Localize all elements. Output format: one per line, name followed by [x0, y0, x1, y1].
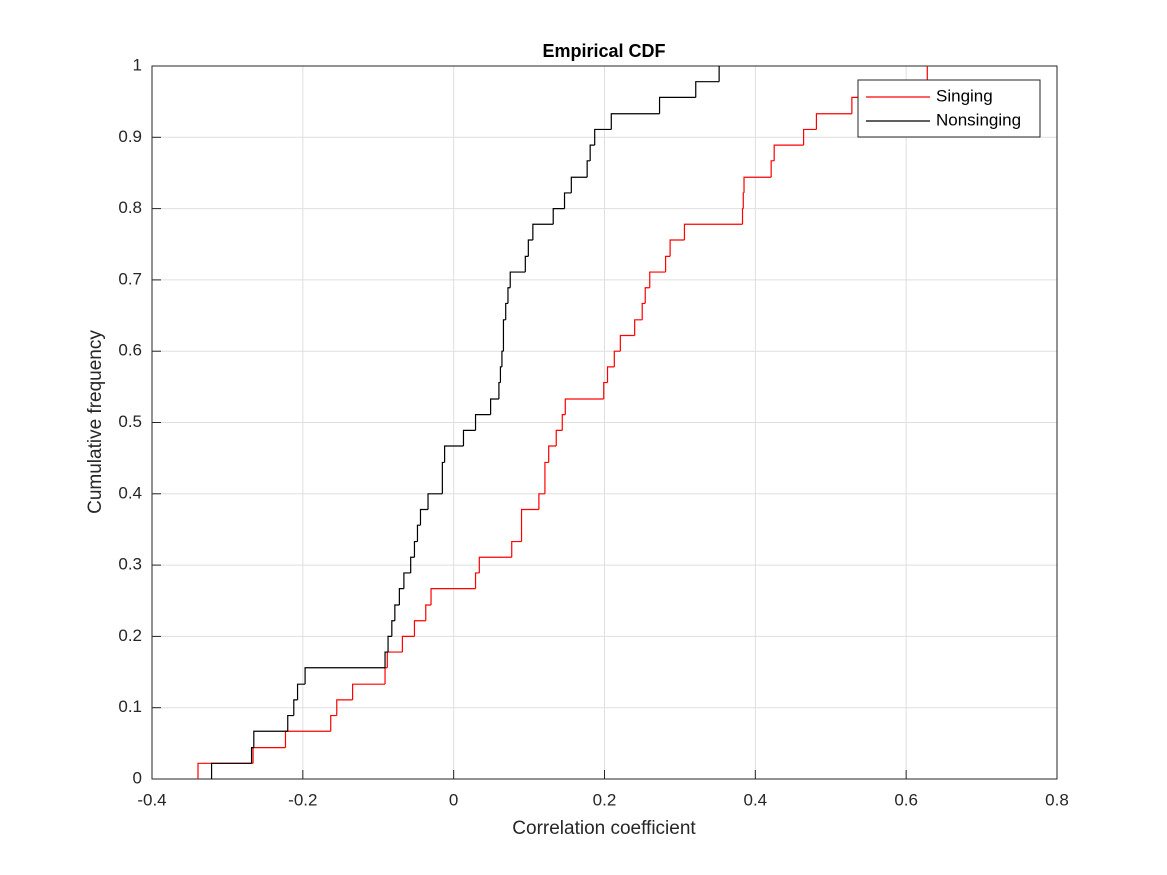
ecdf-step [410, 556, 415, 573]
ecdf-step [634, 319, 643, 336]
axes-box [151, 65, 1058, 780]
ecdf-step [490, 398, 499, 415]
ecdf-step [401, 635, 415, 653]
ecdf-step [563, 192, 572, 209]
ecdf-step [210, 762, 252, 779]
ecdf-step [594, 128, 612, 146]
ecdf-step [293, 699, 298, 716]
ecdf-step [532, 223, 554, 240]
y-tick-label: 0.8 [118, 198, 142, 217]
ecdf-step [419, 508, 429, 526]
ecdf-step [425, 604, 432, 621]
ecdf-step [695, 81, 720, 98]
x-tick-label: 0.2 [593, 790, 617, 809]
ecdf-step [296, 683, 306, 700]
y-tick-label: 0.5 [118, 412, 142, 431]
ecdf-step [544, 461, 549, 494]
ecdf-step [555, 429, 563, 447]
ecdf-step [416, 524, 421, 542]
ecdf-step [387, 635, 392, 653]
x-tick-label: -0.2 [288, 790, 317, 809]
ecdf-step [304, 667, 386, 685]
ecdf-step [253, 730, 288, 748]
y-tick-label: 0.2 [118, 626, 142, 645]
x-tick-label: 0.6 [894, 790, 918, 809]
ecdf-step [413, 540, 418, 558]
ecdf-step [773, 144, 804, 161]
ecdf-step [505, 302, 508, 320]
ecdf-step [606, 366, 615, 383]
y-tick-label: 0.6 [118, 341, 142, 360]
ecdf-step [430, 588, 476, 606]
y-tick-label: 1 [133, 55, 142, 74]
ecdf-step [384, 651, 389, 668]
ecdf-step [398, 588, 404, 606]
ecdf-step [507, 287, 511, 304]
y-tick-label: 0.9 [118, 127, 142, 146]
ecdf-step [770, 160, 775, 178]
ecdf-step [511, 540, 522, 558]
legend-box [857, 79, 1041, 138]
ecdf-step [520, 508, 539, 542]
ecdf-step [444, 445, 464, 463]
ecdf-step [474, 414, 491, 431]
ecdf-step [803, 128, 817, 146]
ecdf-step [538, 493, 545, 510]
ecdf-step [352, 683, 386, 700]
legend-label: Nonsinging [936, 110, 1021, 129]
ecdf-step [287, 714, 294, 732]
x-tick-label: 0.8 [1045, 790, 1069, 809]
legend-label: Singing [936, 86, 993, 105]
ecdf-step [851, 96, 861, 114]
y-tick-label: 0 [133, 768, 142, 787]
ecdf-step [391, 620, 395, 637]
ecdf-step [527, 239, 533, 257]
x-tick-label: -0.4 [137, 790, 166, 809]
ecdf-step [250, 747, 254, 764]
ecdf-step [658, 96, 696, 114]
ecdf-step [441, 461, 445, 494]
ecdf-step [815, 113, 852, 130]
x-axis-label: Correlation coefficient [512, 818, 696, 839]
y-axis-label: Cumulative frequency [85, 330, 106, 514]
ecdf-step [427, 493, 443, 510]
chart-title: Empirical CDF [542, 41, 665, 61]
ecdf-step [669, 239, 685, 257]
ecdf-step [619, 334, 635, 352]
ecdf-step [743, 176, 772, 193]
ecdf-step [683, 223, 743, 240]
ecdf-step [394, 604, 400, 621]
x-tick-label: 0.4 [744, 790, 768, 809]
ecdf-step [561, 414, 566, 431]
ecdf-step [610, 113, 660, 130]
y-tick-label: 0.7 [118, 269, 142, 288]
ecdf-step [462, 429, 476, 447]
ecdf-step [552, 208, 565, 225]
ecdf-step [502, 319, 506, 352]
ecdf-step [509, 271, 526, 288]
ecdf-step [474, 572, 480, 589]
ecdf-step [336, 699, 353, 716]
ecdf-step [403, 572, 411, 589]
y-tick-label: 0.4 [118, 483, 142, 502]
ecdf-step [570, 176, 588, 193]
y-tick-label: 0.3 [118, 555, 142, 574]
y-tick-label: 0.1 [118, 697, 142, 716]
x-tick-label: 0 [449, 790, 458, 809]
ecdf-step [564, 398, 604, 415]
ecdf-step [586, 160, 591, 178]
ecdf-step [330, 714, 337, 732]
ecdf-step [644, 287, 650, 304]
ecdf-step [664, 255, 671, 273]
ecdf-step [413, 620, 426, 637]
ecdf-step [613, 350, 621, 367]
ecdf-step [641, 302, 646, 320]
ecdf-step [603, 381, 608, 399]
ecdf-step [649, 271, 666, 288]
ecdf-step [548, 445, 557, 463]
ecdf-step [524, 255, 529, 273]
ecdf-step [589, 144, 595, 161]
ecdf-step [478, 556, 512, 573]
